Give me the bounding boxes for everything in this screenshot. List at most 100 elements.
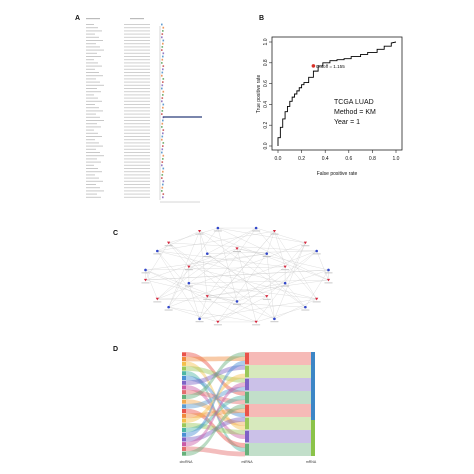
network-node-label bbox=[252, 324, 261, 326]
panel-a-row-value bbox=[124, 139, 150, 141]
sankey-flow-right bbox=[249, 378, 311, 391]
panel-a-row-value bbox=[124, 78, 150, 80]
network-edge bbox=[217, 227, 306, 244]
panel-letter-a: A bbox=[75, 15, 81, 22]
sankey-mirna-node bbox=[245, 352, 249, 365]
panel-a-row-marker bbox=[162, 170, 164, 173]
panel-b-roc-chart: 0.0 0.2 0.4 0.6 0.8 1.0 0.0 0.2 0.4 0.6 0.8 1.0 Cu… bbox=[256, 36, 403, 177]
sankey-circrna-node bbox=[182, 390, 186, 395]
network-edges bbox=[145, 227, 329, 323]
panel-a-row-name bbox=[86, 177, 99, 179]
network-edge bbox=[168, 227, 218, 244]
panel-a-row-marker bbox=[162, 65, 165, 67]
sankey-flow-left bbox=[186, 356, 245, 362]
panel-a-rows bbox=[86, 18, 165, 199]
panel-a-row-name bbox=[86, 52, 97, 54]
network-edge bbox=[266, 253, 275, 319]
panel-a-row-name bbox=[86, 78, 96, 80]
network-edge bbox=[266, 250, 317, 297]
network-edge bbox=[207, 253, 267, 297]
panel-a-row-marker bbox=[161, 74, 163, 77]
panel-a-row-value bbox=[124, 100, 150, 102]
network-edge bbox=[157, 231, 200, 252]
network-edge bbox=[207, 227, 257, 297]
panel-a-row-name bbox=[86, 190, 104, 192]
network-node-label bbox=[164, 245, 173, 247]
panel-a-row-value bbox=[124, 148, 150, 150]
sankey-mirna-column bbox=[245, 352, 249, 456]
network-node-label bbox=[184, 269, 193, 271]
network-edge bbox=[188, 283, 317, 300]
panel-a-row-marker bbox=[161, 174, 164, 176]
network-node-label bbox=[312, 301, 321, 303]
panel-a-row-marker bbox=[161, 113, 163, 115]
network-node-label bbox=[312, 253, 321, 255]
panel-a-row-value bbox=[124, 113, 150, 115]
panel-a-row-value bbox=[124, 88, 150, 89]
panel-a-row-value bbox=[124, 171, 150, 173]
roc-annotation-method: Method = KM bbox=[334, 109, 376, 116]
panel-a-row-marker bbox=[162, 154, 165, 157]
panel-a-row-name bbox=[86, 68, 95, 70]
network-edge bbox=[207, 279, 329, 297]
network-edge bbox=[316, 250, 329, 281]
network-node-label bbox=[141, 282, 150, 284]
panel-a-row-value bbox=[124, 46, 150, 48]
sankey-circrna-node bbox=[182, 366, 186, 371]
panel-a-row-name bbox=[86, 129, 94, 131]
panel-a-row-marker bbox=[162, 94, 164, 96]
panel-a-row-name bbox=[86, 94, 94, 96]
panel-a-row-name bbox=[86, 148, 96, 150]
network-node-label bbox=[324, 272, 333, 274]
network-node-label bbox=[262, 256, 271, 257]
sankey-flow-left bbox=[186, 352, 245, 396]
sankey-flow-right bbox=[249, 417, 311, 430]
panel-a-row-name bbox=[86, 56, 101, 57]
roc-x-tick-label: 1.0 bbox=[393, 156, 400, 162]
network-edge bbox=[285, 283, 306, 308]
panel-a-row-marker bbox=[161, 186, 164, 189]
sankey-flow-right bbox=[249, 365, 311, 378]
panel-a-row-marker bbox=[161, 161, 164, 163]
roc-x-axis-label: False positive rate bbox=[317, 171, 358, 177]
sankey-mrna-bar-green bbox=[311, 420, 315, 456]
panel-a-row-name bbox=[86, 81, 100, 83]
network-node-gene bbox=[167, 305, 170, 309]
panel-a-row-name bbox=[86, 97, 98, 99]
panel-a-row-marker bbox=[161, 190, 163, 192]
panel-a-row-marker bbox=[162, 26, 165, 29]
network-edge bbox=[168, 242, 275, 319]
network-node-label bbox=[164, 309, 173, 311]
network-node-gene bbox=[198, 317, 201, 321]
sankey-flow-left bbox=[186, 417, 245, 442]
network-edge bbox=[188, 279, 329, 284]
panel-a-row-name bbox=[86, 161, 101, 163]
panel-a-row-name bbox=[86, 30, 102, 32]
panel-a-row-name bbox=[86, 62, 98, 64]
network-node-gene bbox=[216, 226, 220, 230]
panel-a-row-value bbox=[124, 75, 150, 77]
panel-a-row-marker bbox=[162, 52, 165, 55]
sankey-circrna-node bbox=[182, 446, 186, 451]
panel-a-row-value bbox=[124, 190, 150, 192]
panel-a-row-marker bbox=[162, 119, 164, 122]
network-node-gene bbox=[235, 300, 239, 303]
network-edge bbox=[157, 227, 257, 300]
panel-a-row-name bbox=[86, 40, 103, 41]
panel-a-row-value bbox=[124, 104, 150, 105]
network-node-label bbox=[281, 269, 290, 271]
network-edge bbox=[207, 250, 317, 254]
network-node-gene bbox=[265, 252, 269, 255]
sankey-flow-left bbox=[186, 373, 245, 423]
network-node-mirna bbox=[315, 297, 319, 301]
network-edge bbox=[207, 283, 286, 297]
network-node-mirna bbox=[326, 278, 331, 282]
panel-a-row-value bbox=[124, 136, 150, 137]
network-nodes bbox=[141, 226, 333, 326]
panel-a-row-name bbox=[86, 168, 98, 169]
network-edge bbox=[168, 242, 189, 267]
sankey-flow-left bbox=[186, 404, 245, 456]
panel-a-row-name bbox=[86, 72, 99, 73]
panel-a-row-value bbox=[124, 52, 150, 54]
panel-a-row-marker bbox=[161, 97, 164, 99]
